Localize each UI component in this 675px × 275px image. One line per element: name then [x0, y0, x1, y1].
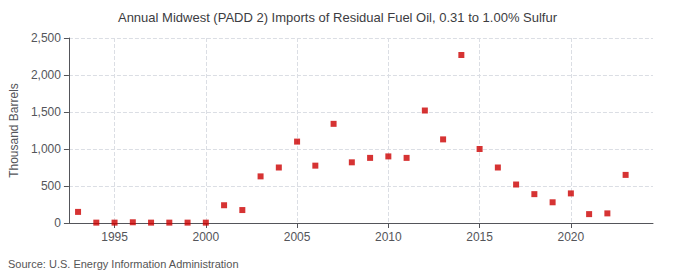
svg-text:2,500: 2,500 — [31, 31, 61, 45]
svg-text:2015: 2015 — [466, 230, 493, 244]
svg-text:Annual Midwest (PADD 2) Import: Annual Midwest (PADD 2) Imports of Resid… — [118, 10, 558, 25]
svg-text:Thousand Barrels: Thousand Barrels — [7, 83, 21, 178]
svg-text:2,000: 2,000 — [31, 68, 61, 82]
svg-text:2010: 2010 — [375, 230, 402, 244]
svg-text:1,000: 1,000 — [31, 142, 61, 156]
svg-text:2000: 2000 — [192, 230, 219, 244]
svg-text:0: 0 — [54, 216, 61, 230]
svg-text:500: 500 — [41, 179, 61, 193]
svg-text:1,500: 1,500 — [31, 105, 61, 119]
svg-text:Source: U.S. Energy Informatio: Source: U.S. Energy Information Administ… — [8, 258, 239, 270]
svg-text:1995: 1995 — [101, 230, 128, 244]
svg-text:2005: 2005 — [284, 230, 311, 244]
svg-text:2020: 2020 — [558, 230, 585, 244]
